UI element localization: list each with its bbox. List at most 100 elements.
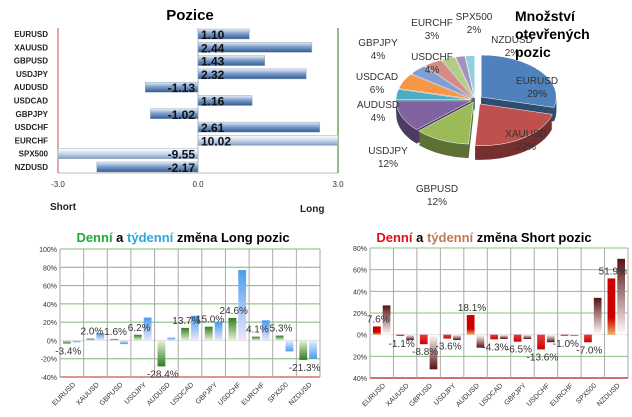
category-label: EURCHF <box>241 381 267 407</box>
category-label: AUDUSD <box>455 382 481 408</box>
category-label: GBPUSD <box>408 382 434 408</box>
pie-label: NZDUSD <box>491 35 533 46</box>
weekly-bar <box>143 317 152 341</box>
category-label: AUDUSD <box>14 83 48 92</box>
data-label: -1.0% <box>553 339 579 350</box>
data-label: -2.17 <box>168 161 196 175</box>
y-tick-label: 80% <box>353 246 367 253</box>
weekly-bar <box>382 305 391 335</box>
pie-label: SPX500 <box>456 12 493 23</box>
weekly-bar <box>72 340 81 343</box>
daily-bar <box>419 334 428 345</box>
bar <box>96 161 199 173</box>
title-part: Denní <box>76 230 113 245</box>
daily-bar <box>252 336 260 341</box>
category-label: NZDUSD <box>15 163 49 172</box>
data-label: 4.1% <box>246 325 269 336</box>
title-part: Denní <box>376 230 413 245</box>
category-label: XAUUSD <box>385 382 411 408</box>
weekly-bar <box>500 334 508 339</box>
category-label: GBPJPY <box>195 381 220 406</box>
pie-title-line3: pozic <box>515 44 551 60</box>
category-label: USDCAD <box>479 382 505 408</box>
category-label: EURUSD <box>14 30 48 39</box>
daily-bar <box>490 334 498 340</box>
data-label: -9.55 <box>168 148 196 162</box>
category-label: AUDUSD <box>146 381 172 407</box>
weekly-bar <box>523 334 532 339</box>
weekly-bar <box>214 322 223 341</box>
data-label: 51.9% <box>599 266 627 277</box>
pie-label: GBPUSD <box>416 184 458 195</box>
data-label: 2.44 <box>201 41 225 55</box>
y-tick-label: 20% <box>353 354 367 361</box>
category-label: USDCHF <box>15 123 48 132</box>
category-label: EURCHF <box>549 382 575 408</box>
data-label: 1.16 <box>201 95 225 109</box>
pie-slice <box>424 59 474 99</box>
pozice-title: Pozice <box>166 7 214 24</box>
weekly-bar <box>570 334 579 336</box>
chart-title: Denní a týdenní změna Short pozic <box>376 230 591 245</box>
pie-value-label: 12% <box>427 197 447 208</box>
y-tick-label: 0% <box>47 338 57 345</box>
data-label: -3.4% <box>55 347 81 358</box>
pie-label: USDCAD <box>356 72 398 83</box>
data-label: 6.2% <box>128 323 151 334</box>
category-label: SPX500 <box>19 150 49 159</box>
category-label: NZDUSD <box>288 381 314 407</box>
daily-bar <box>513 334 522 342</box>
bar <box>197 42 313 53</box>
pie-label: EURUSD <box>516 76 558 87</box>
y-tick-label: 40% <box>43 302 57 309</box>
data-label: 13.7% <box>172 316 200 327</box>
data-label: -1.13 <box>168 81 196 95</box>
title-part: a <box>412 230 426 245</box>
bar <box>197 55 265 66</box>
bar <box>150 108 199 120</box>
weekly-bar <box>453 334 461 341</box>
data-label: 1.10 <box>201 28 225 42</box>
y-tick-label: 0% <box>357 333 367 340</box>
weekly-bar <box>429 334 438 370</box>
pie-value-label: 4% <box>371 51 386 62</box>
title-part: a <box>113 230 127 245</box>
title-part: změna Long pozic <box>173 230 289 245</box>
data-label: -7.0% <box>576 345 602 356</box>
pie-slice <box>455 55 475 98</box>
data-label: 24.6% <box>220 306 248 317</box>
pie-value-label: 3% <box>425 31 440 42</box>
pie-value-label: 2% <box>505 48 520 59</box>
daily-bar <box>63 340 71 344</box>
data-label: -1.02 <box>168 108 196 122</box>
tick-label: -3.0 <box>51 180 65 189</box>
y-tick-label: -40% <box>41 375 57 382</box>
pie-title-line2: otevřených <box>515 26 590 42</box>
data-label: -3.6% <box>436 342 462 353</box>
pie-value-label: 6% <box>370 85 385 96</box>
pie-value-label: 4% <box>371 113 386 124</box>
data-label: -28.4% <box>147 369 179 380</box>
category-label: USDCAD <box>170 381 196 407</box>
daily-bar <box>584 334 592 343</box>
data-label: 2.61 <box>201 121 225 135</box>
pie-value-label: 2% <box>467 25 482 36</box>
pie-value-label: 22% <box>516 142 536 153</box>
category-label: EURUSD <box>51 381 77 407</box>
weekly-bar <box>96 333 105 341</box>
y-tick-label: 20% <box>43 320 57 327</box>
pie-value-label: 12% <box>378 159 398 170</box>
y-tick-label: 40% <box>353 289 367 296</box>
category-label: USDCHF <box>217 381 243 407</box>
pie-label: EURCHF <box>411 18 453 29</box>
title-part: týdenní <box>127 230 174 245</box>
data-label: 7.6% <box>367 314 390 325</box>
category-label: GBPJPY <box>16 110 49 119</box>
pie-label: AUDUSD <box>357 100 399 111</box>
title-part: týdenní <box>427 230 474 245</box>
category-label: XAUUSD <box>14 43 48 52</box>
tick-label: 0.0 <box>192 180 204 189</box>
pie-slice <box>418 101 474 145</box>
chart-title: Denní a týdenní změna Long pozic <box>76 230 289 245</box>
weekly-bar <box>120 340 128 345</box>
